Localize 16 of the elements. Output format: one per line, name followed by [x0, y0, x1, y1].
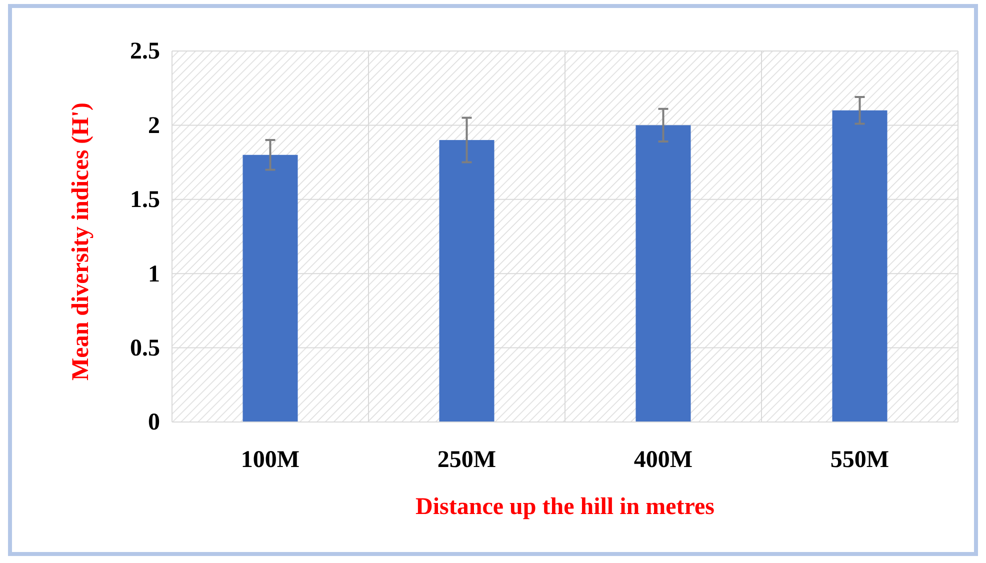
y-tick-label: 1	[148, 261, 160, 288]
bar	[636, 125, 691, 422]
bar	[242, 154, 298, 422]
y-tick-label: 0	[148, 410, 160, 436]
x-tick-label: 100M	[240, 447, 300, 474]
y-axis-title: Mean diversity indices (H')	[68, 102, 94, 380]
y-tick-label: 0.5	[130, 335, 160, 362]
y-tick-label: 1.5	[130, 187, 160, 214]
y-tick-label: 2	[148, 112, 160, 139]
bar	[439, 140, 494, 422]
x-tick-label: 550M	[830, 447, 890, 474]
x-tick-label: 250M	[437, 447, 496, 474]
x-tick-label: 400M	[634, 447, 693, 474]
y-tick-label: 2.5	[130, 38, 160, 65]
bar	[832, 110, 888, 422]
x-axis-title: Distance up the hill in metres	[416, 494, 714, 520]
